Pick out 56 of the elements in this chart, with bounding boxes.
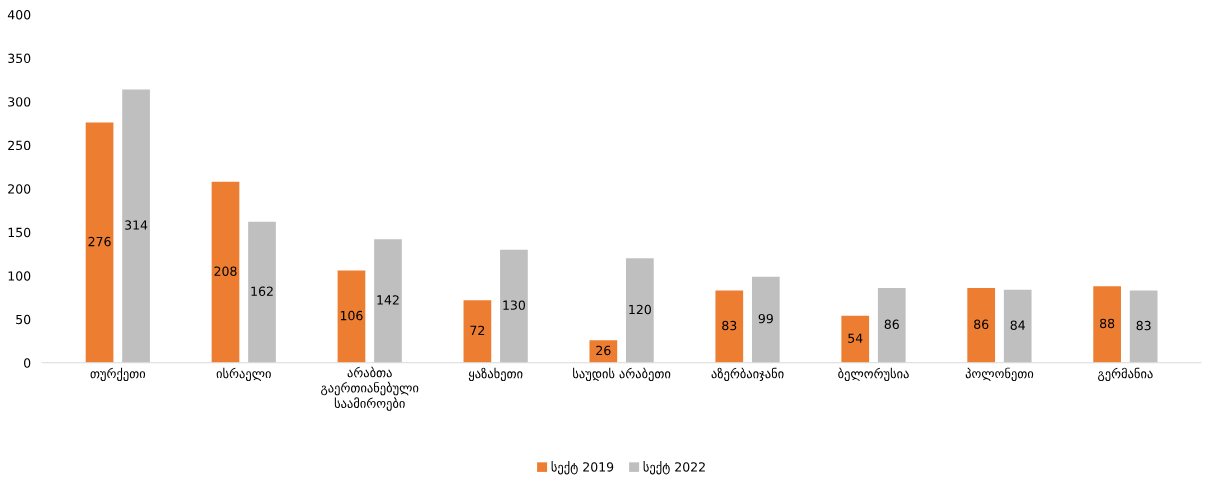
bar: [248, 221, 276, 363]
data-label: 54: [848, 333, 863, 343]
bar: [463, 300, 492, 363]
bar: [841, 315, 870, 363]
bar: [122, 89, 150, 363]
data-label: 314: [125, 220, 148, 230]
data-label: 99: [758, 313, 773, 324]
x-tick-label: პოლონეთი: [965, 367, 1034, 382]
bar: [211, 181, 240, 363]
y-tick-label: 150: [8, 227, 31, 238]
data-label: 130: [503, 300, 526, 310]
data-label: 120: [629, 304, 651, 315]
x-tick-label: ბელორუსია: [838, 367, 909, 382]
bar: [1003, 289, 1032, 363]
x-tick-label: გერმანია: [1098, 367, 1153, 382]
bar: [877, 287, 906, 363]
bar: [374, 239, 402, 363]
data-label: 83: [1136, 320, 1151, 331]
data-label: 84: [1010, 320, 1025, 330]
y-tick-label: 300: [8, 97, 31, 107]
bar: [626, 258, 654, 363]
bar: [589, 340, 618, 363]
bar: [1129, 290, 1158, 363]
data-label: 86: [884, 319, 899, 330]
x-tick-label: ყაზახეთი: [468, 367, 523, 382]
bar: [751, 276, 780, 363]
y-tick-label: 50: [16, 314, 31, 325]
legend-label: სექტ 2022: [643, 461, 705, 475]
data-label: 86: [974, 319, 989, 330]
data-label: 26: [596, 345, 611, 356]
bar: [1093, 286, 1121, 363]
data-label: 142: [377, 295, 399, 305]
data-label: 88: [1100, 318, 1115, 329]
x-tick-label: აზერბაიჯანი: [711, 367, 784, 382]
y-tick-label: 0: [24, 358, 31, 368]
y-tick-label: 350: [8, 53, 31, 64]
x-tick-label: თურქეთი: [90, 367, 146, 382]
bar: [500, 249, 528, 363]
data-label: 72: [470, 325, 485, 335]
y-tick-label: 200: [8, 184, 31, 194]
y-tick-label: 400: [7, 10, 31, 20]
y-tick-label: 250: [8, 140, 31, 151]
bar: [85, 122, 114, 363]
legend-label: სექტ 2019: [551, 461, 614, 475]
bar: [715, 290, 744, 363]
data-label: 162: [251, 286, 273, 296]
x-tick-label: საუდის არაბეთი: [573, 367, 671, 382]
bar: [337, 270, 366, 363]
x-tick-label: ისრაელი: [216, 367, 271, 382]
data-label: 208: [214, 266, 237, 276]
bar: [967, 287, 996, 363]
x-tick-label: არაბთა გაერთიანებული საამიროები: [321, 366, 419, 411]
data-label: 106: [340, 310, 363, 321]
y-tick-label: 100: [8, 271, 31, 281]
data-label: 276: [88, 236, 111, 247]
data-label: 83: [722, 320, 737, 331]
